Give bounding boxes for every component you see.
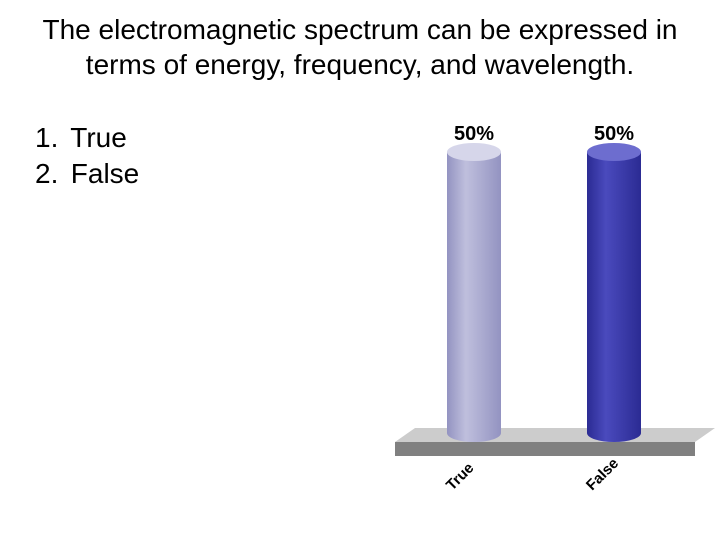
bar-true-top bbox=[447, 143, 501, 161]
bar-false-cylinder bbox=[587, 152, 641, 442]
option-2-number: 2. bbox=[35, 158, 63, 190]
bar-false-top bbox=[587, 143, 641, 161]
bar-false-body bbox=[587, 152, 641, 442]
question-text: The electromagnetic spectrum can be expr… bbox=[40, 12, 680, 82]
chart-base bbox=[395, 428, 695, 456]
chart-base-front bbox=[395, 442, 695, 456]
option-1: 1. True bbox=[35, 122, 139, 154]
chart-base-top bbox=[395, 428, 715, 442]
option-2: 2. False bbox=[35, 158, 139, 190]
axis-label-false: False bbox=[583, 455, 622, 494]
option-1-label: True bbox=[70, 122, 127, 153]
bar-true: 50% bbox=[445, 123, 503, 442]
axis-label-true: True bbox=[443, 460, 477, 494]
bar-true-body bbox=[447, 152, 501, 442]
poll-bar-chart: 50% 50% True False bbox=[395, 130, 705, 490]
option-1-number: 1. bbox=[35, 122, 63, 154]
answer-options: 1. True 2. False bbox=[35, 122, 139, 194]
bar-true-cylinder bbox=[447, 152, 501, 442]
option-2-label: False bbox=[71, 158, 139, 189]
bar-false: 50% bbox=[585, 123, 643, 442]
